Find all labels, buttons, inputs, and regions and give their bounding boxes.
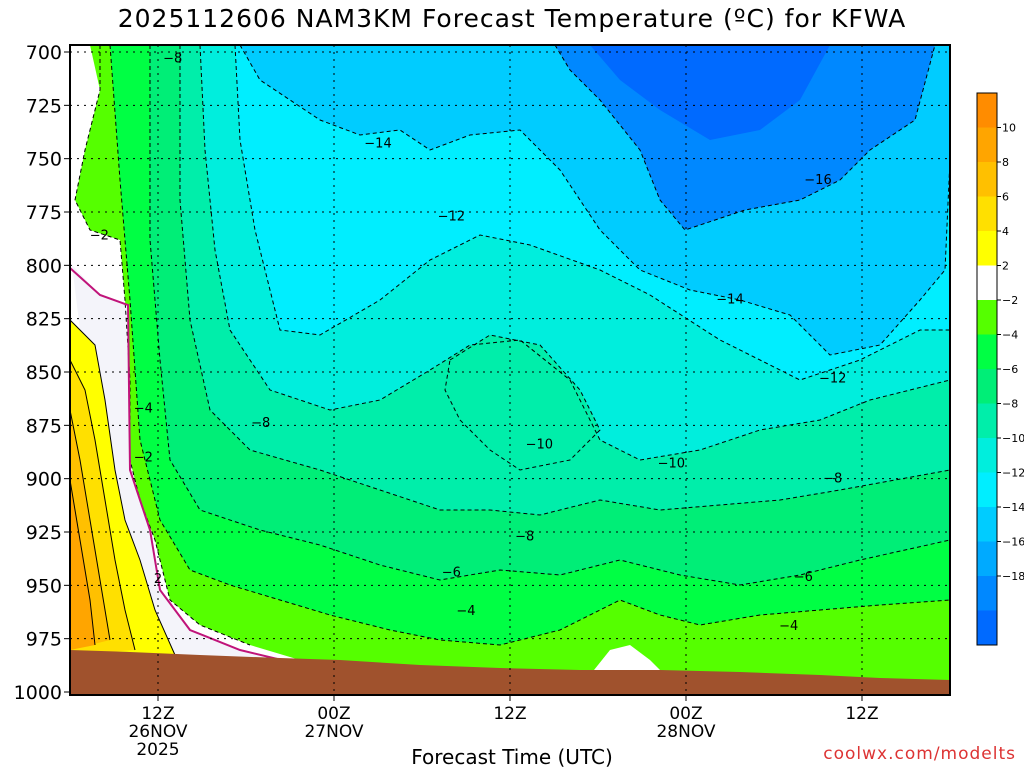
colorbar-label: 4	[1002, 225, 1009, 238]
temperature-field	[70, 45, 950, 695]
band-island	[445, 335, 600, 470]
band-minus6-minus8	[70, 45, 950, 695]
y-tick-label: 925	[26, 522, 62, 544]
x-tick-day: 26NOV	[128, 722, 187, 742]
contour-label: −14	[716, 292, 743, 307]
contour-label: −8	[515, 529, 534, 544]
x-axis-title: Forecast Time (UTC)	[411, 745, 613, 769]
contour-label: −16	[804, 173, 831, 188]
contour-label: −6	[442, 566, 461, 581]
colorbar-label: −4	[1002, 329, 1018, 342]
colorbar-label: 8	[1002, 156, 1009, 169]
colorbar-label: 2	[1002, 260, 1009, 273]
y-tick-label: 725	[26, 95, 62, 117]
y-tick-label: 950	[26, 575, 62, 597]
x-tick-time: 12Z	[845, 704, 878, 724]
colorbar: 10 8 6 4 2 −2 −4 −6 −8 −10 −12 −14 −16 −18	[976, 92, 1024, 646]
contour-label: −12	[438, 209, 465, 224]
contour-label: −10	[658, 457, 685, 472]
contour-labels: −8 −14 −16 −12 −2 −14 −12 −4 −8 −10 −2 −10 −8 −8 −6 2 −6…	[90, 51, 847, 633]
colorbar-swatch	[977, 369, 997, 404]
x-tick-time: 00Z	[317, 704, 350, 724]
credit-link[interactable]: coolwx.com/modelts	[823, 744, 1016, 764]
contour-label: −8	[251, 416, 270, 431]
y-tick-label: 750	[26, 149, 62, 171]
y-tick-label: 1000	[14, 682, 62, 704]
band-plus8-plus10	[70, 480, 95, 650]
y-tick-label: 700	[26, 42, 62, 64]
x-tick-time: 12Z	[493, 704, 526, 724]
contour-label: −12	[819, 371, 846, 386]
band-warm-bump	[590, 645, 665, 675]
y-axis: 700 725 750 775 800 825 850 875 900 925 950 975 1000	[14, 42, 70, 704]
contour-label: −8	[823, 472, 842, 487]
y-tick-label: 825	[26, 309, 62, 331]
colorbar-swatch	[977, 334, 997, 370]
colorbar-label: 6	[1002, 191, 1009, 204]
colorbar-swatch	[977, 541, 997, 577]
y-tick-label: 875	[26, 415, 62, 437]
colorbar-label: −8	[1002, 398, 1018, 411]
colorbar-label: −2	[1002, 294, 1018, 307]
contour-label: −14	[364, 137, 391, 152]
contour-label: −2	[134, 450, 153, 465]
y-tick-label: 850	[26, 362, 62, 384]
y-tick-label: 775	[26, 202, 62, 224]
zero-contour	[70, 267, 291, 663]
contour-label: −4	[779, 619, 798, 634]
colorbar-swatch	[977, 127, 997, 163]
colorbar-swatch	[977, 93, 997, 128]
contour-label: −4	[456, 604, 475, 619]
positive-contours	[70, 319, 176, 656]
colorbar-swatch	[977, 231, 997, 266]
contour-label: −8	[163, 51, 182, 66]
colorbar-swatch	[977, 300, 997, 335]
colorbar-swatch	[977, 610, 997, 646]
band-minus18-core	[590, 45, 830, 140]
colorbar-label: −14	[1002, 501, 1024, 514]
y-tick-label: 900	[26, 469, 62, 491]
y-tick-label: 800	[26, 255, 62, 277]
negative-contours	[74, 45, 950, 646]
contour-label: −4	[134, 401, 153, 416]
colorbar-label: −16	[1002, 536, 1024, 549]
colorbar-swatch	[977, 162, 997, 197]
chart-title: 2025112606 NAM3KM Forecast Temperature (…	[117, 4, 907, 33]
colorbar-label: −12	[1002, 467, 1024, 480]
contour-label: 2	[154, 572, 162, 587]
ground-surface	[70, 650, 950, 695]
x-tick-year: 2025	[136, 740, 179, 760]
x-tick-day: 27NOV	[304, 722, 363, 742]
x-tick-day: 28NOV	[656, 722, 715, 742]
colorbar-swatch	[977, 403, 997, 439]
colorbar-swatch	[977, 438, 997, 473]
band-zero-strip	[72, 265, 280, 665]
colorbar-swatch	[977, 507, 997, 542]
colorbar-label: −10	[1002, 432, 1024, 445]
colorbar-label: −18	[1002, 570, 1024, 583]
colorbar-label: −6	[1002, 363, 1018, 376]
contour-label: −2	[90, 228, 109, 243]
colorbar-label: 10	[1002, 122, 1016, 135]
y-tick-label: 975	[26, 629, 62, 651]
colorbar-swatch	[977, 472, 997, 508]
x-tick-time: 00Z	[669, 704, 702, 724]
x-tick-time: 12Z	[141, 704, 174, 724]
contour-label: −6	[794, 570, 813, 585]
colorbar-swatch	[977, 265, 997, 301]
contour-label: −10	[526, 438, 553, 453]
colorbar-swatch	[977, 576, 997, 611]
colorbar-swatch	[977, 196, 997, 232]
